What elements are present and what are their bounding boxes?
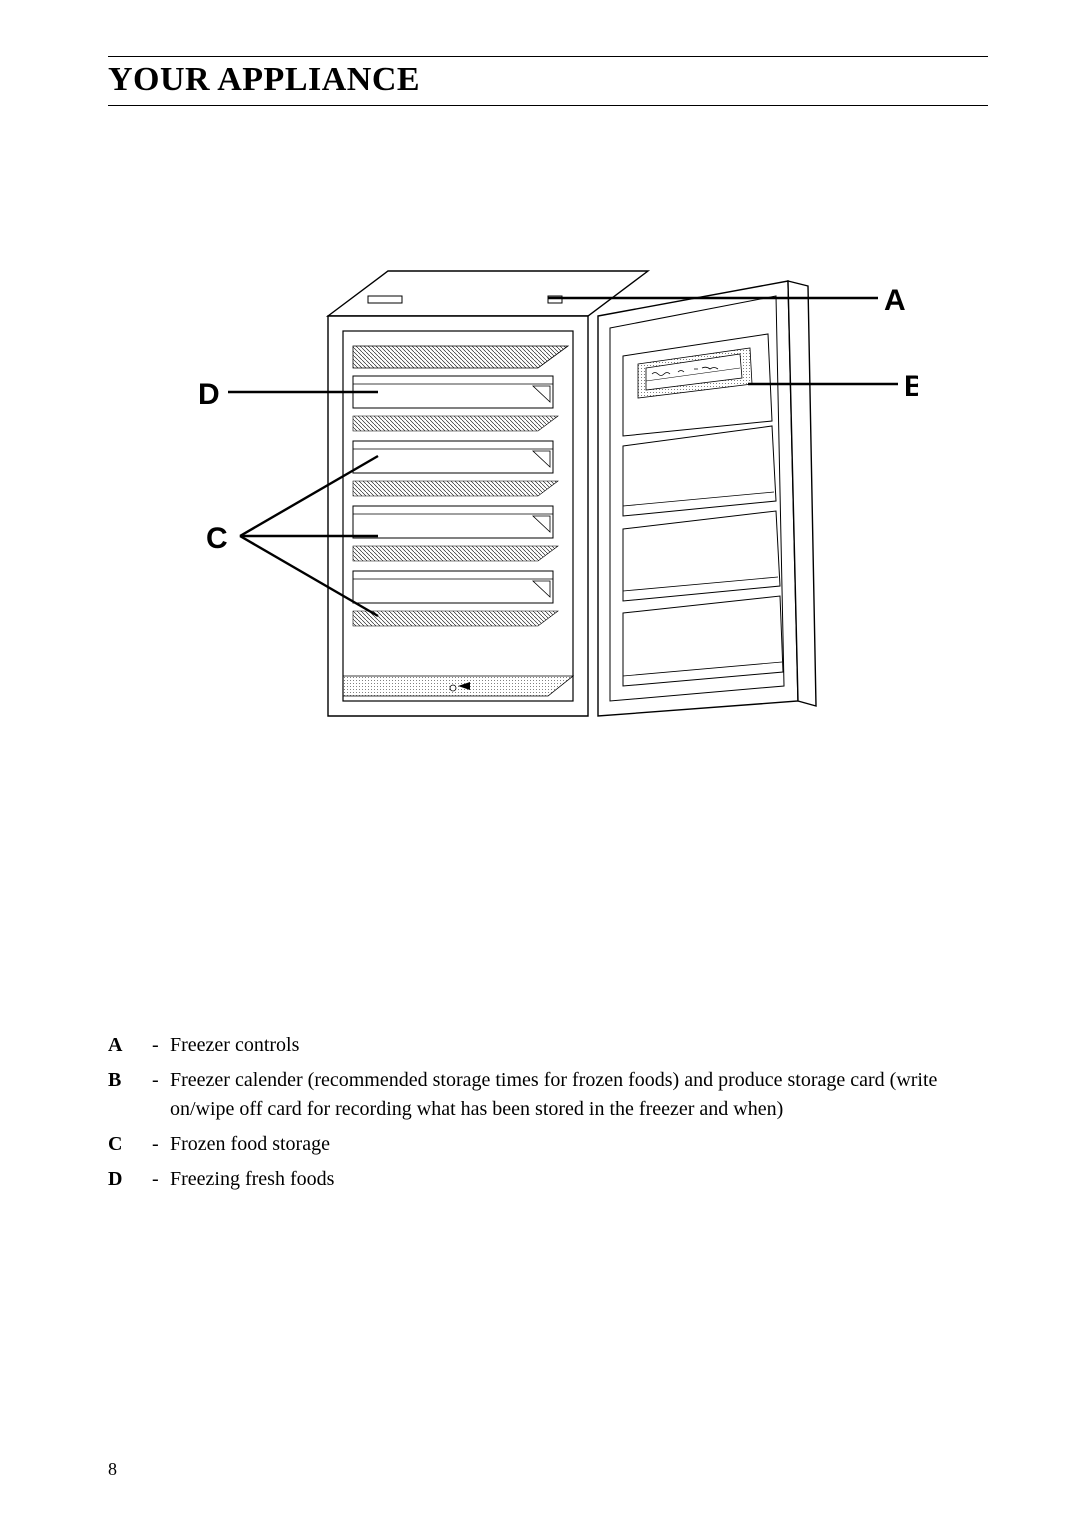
rule-bottom bbox=[108, 105, 988, 106]
legend-key: D bbox=[108, 1165, 152, 1194]
diagram-label-b: B bbox=[904, 370, 918, 403]
legend-row: A - Freezer controls bbox=[108, 1031, 988, 1060]
legend-text: Freezing fresh foods bbox=[170, 1165, 988, 1194]
legend-row: D - Freezing fresh foods bbox=[108, 1165, 988, 1194]
page-number: 8 bbox=[108, 1459, 117, 1480]
legend: A - Freezer controls B - Freezer calende… bbox=[108, 1031, 988, 1194]
diagram-label-c: C bbox=[206, 522, 228, 555]
legend-text: Frozen food storage bbox=[170, 1130, 988, 1159]
legend-row: B - Freezer calender (recommended storag… bbox=[108, 1066, 988, 1124]
legend-key: A bbox=[108, 1031, 152, 1060]
rule-top bbox=[108, 56, 988, 57]
legend-key: B bbox=[108, 1066, 152, 1124]
page-title: YOUR APPLIANCE bbox=[108, 59, 988, 101]
appliance-diagram: A B D C bbox=[108, 256, 988, 771]
diagram-label-a: A bbox=[884, 284, 906, 317]
legend-row: C - Frozen food storage bbox=[108, 1130, 988, 1159]
legend-key: C bbox=[108, 1130, 152, 1159]
diagram-label-d: D bbox=[198, 378, 220, 411]
legend-text: Freezer calender (recommended storage ti… bbox=[170, 1066, 988, 1124]
legend-text: Freezer controls bbox=[170, 1031, 988, 1060]
